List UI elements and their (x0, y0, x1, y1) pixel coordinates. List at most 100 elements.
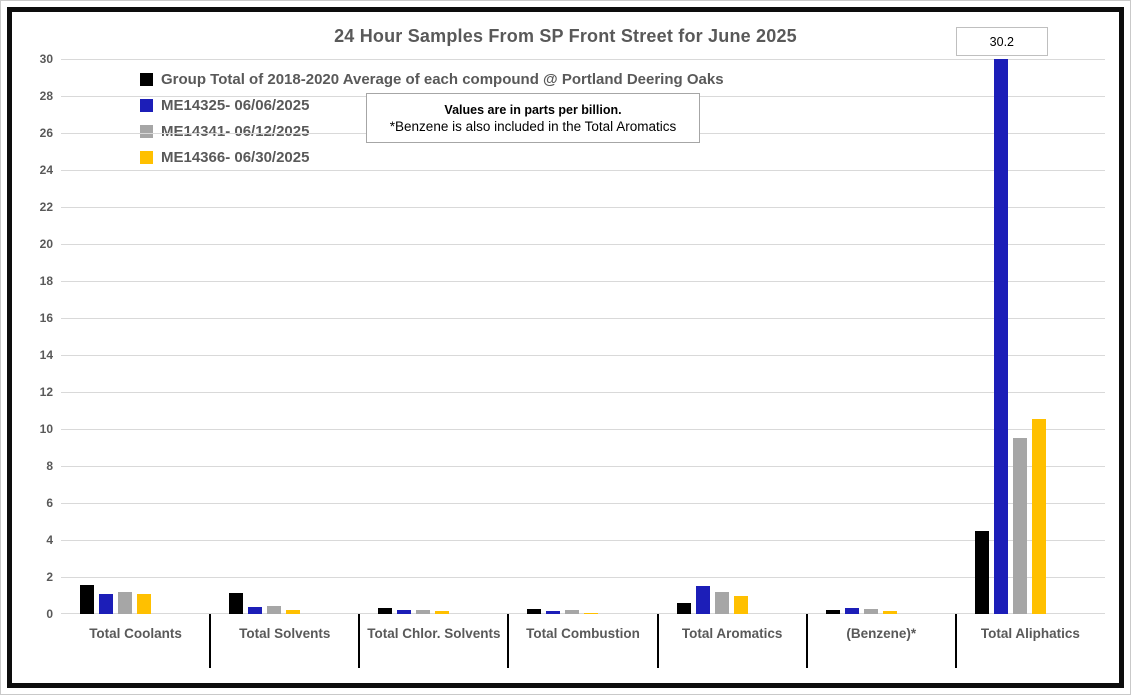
bar-sample3 (435, 611, 450, 614)
legend-label: ME14366- 06/30/2025 (161, 148, 310, 166)
y-axis-tick-label: 26 (39, 126, 53, 140)
category-cell: Total Combustion (508, 59, 659, 668)
category-tick-mark (954, 614, 957, 668)
y-axis-tick-label: 6 (46, 496, 53, 510)
bar-sample2 (267, 605, 282, 614)
chart-title: 24 Hour Samples From SP Front Street for… (334, 26, 797, 46)
bar-sample1 (993, 59, 1008, 614)
y-axis-tick-label: 0 (46, 607, 53, 621)
category-label: Total Chlor. Solvents (367, 626, 501, 641)
category-cell: Total Chlor. Solvents (359, 59, 510, 668)
gridline (61, 281, 1105, 282)
legend-item: ME14366- 06/30/2025 (140, 148, 724, 166)
y-axis-tick-label: 24 (39, 163, 53, 177)
bar-sample1 (695, 586, 710, 614)
bar-avg (80, 585, 94, 614)
legend-item: Group Total of 2018-2020 Average of each… (140, 70, 724, 88)
bar-sample3 (137, 593, 151, 614)
y-axis-tick-label: 28 (39, 89, 53, 103)
y-axis-tick-label: 2 (46, 570, 53, 584)
gridline (61, 392, 1105, 393)
bar-group (80, 59, 151, 614)
gridline (61, 503, 1105, 504)
bar-sample1 (99, 593, 113, 614)
y-axis-tick-label: 4 (46, 533, 53, 547)
category-label: (Benzene)* (846, 626, 917, 641)
bar-sample3 (1031, 418, 1046, 614)
gridline (61, 318, 1105, 319)
gridline (61, 170, 1105, 171)
chart-legend: Group Total of 2018-2020 Average of each… (140, 70, 724, 174)
chart-frame: 24 Hour Samples From SP Front Street for… (7, 7, 1124, 688)
bar-sample2 (714, 591, 729, 614)
gridline (61, 244, 1105, 245)
bar-sample2 (416, 610, 431, 614)
category-tick-mark (358, 614, 361, 668)
y-axis-tick-label: 8 (46, 459, 53, 473)
bar-sample2 (1012, 438, 1027, 614)
bar-group (974, 59, 1046, 614)
bar-group (527, 59, 599, 614)
legend-label: ME14341- 06/12/2025 (161, 122, 310, 140)
category-cell: Total Solvents (210, 59, 361, 668)
category-label: Total Combustion (526, 626, 640, 641)
bar-group (229, 59, 301, 614)
bar-avg (825, 610, 840, 614)
gridline (61, 429, 1105, 430)
bar-sample2 (565, 610, 580, 614)
y-axis-tick-label: 30 (39, 52, 53, 66)
category-label: Total Aliphatics (980, 626, 1080, 641)
category-cell: Total Aliphatics 30.2 (955, 27, 1105, 641)
note-line-units: Values are in parts per billion. (444, 102, 622, 117)
note-box: Values are in parts per billion. *Benzen… (366, 93, 700, 143)
legend-item: ME14325- 06/06/2025 (140, 96, 724, 114)
category-label: Total Solvents (239, 626, 331, 641)
bar-sample3 (584, 612, 599, 614)
bar-avg (378, 607, 393, 614)
data-label-box: 30.2 (955, 27, 1048, 56)
bar-avg (229, 592, 244, 614)
category-label: Total Coolants (89, 626, 182, 641)
bar-sample2 (118, 591, 132, 614)
legend-swatch (140, 150, 153, 164)
bar-avg (676, 602, 691, 614)
category-cell: (Benzene)* (807, 59, 957, 668)
bar-sample3 (882, 611, 897, 614)
bar-sample1 (844, 608, 859, 614)
category-tick-mark (507, 614, 510, 668)
bar-sample3 (733, 596, 748, 614)
category-tick-mark (656, 614, 659, 668)
note-line-benzene: *Benzene is also included in the Total A… (389, 118, 677, 134)
gridline (61, 355, 1105, 356)
category-label: Total Aromatics (681, 626, 783, 641)
legend-swatch (140, 98, 153, 112)
category-tick-mark (805, 614, 808, 668)
gridline (61, 207, 1105, 208)
legend-label: ME14325- 06/06/2025 (161, 96, 310, 114)
category-cells: Total Coolants Total Solvents Total Chlor.… (61, 27, 1105, 668)
gridline (61, 540, 1105, 541)
y-axis-tick-label: 10 (39, 422, 53, 436)
bar-sample1 (546, 611, 561, 614)
bar-group (825, 59, 897, 614)
y-axis-tick-label: 22 (39, 200, 53, 214)
gridline (61, 466, 1105, 467)
legend-swatch (140, 72, 153, 86)
bar-group (378, 59, 450, 614)
y-axis-labels: 0 2 4 6 8 10 12 14 16 18 20 22 24 26 28 30 (19, 52, 53, 621)
category-cell: Total Aromatics (658, 59, 808, 668)
gridline (61, 59, 1105, 60)
bar-avg (527, 609, 542, 614)
bar-avg (974, 530, 989, 614)
bar-sample3 (286, 610, 301, 614)
y-axis-tick-label: 16 (39, 311, 53, 325)
category-cell: Total Coolants (61, 59, 212, 668)
bar-group (676, 59, 748, 614)
y-axis-tick-label: 14 (39, 348, 53, 362)
bar-sample1 (397, 610, 412, 614)
y-axis-tick-label: 20 (39, 237, 53, 251)
gridline (61, 577, 1105, 578)
y-axis-tick-label: 18 (39, 274, 53, 288)
legend-swatch (140, 124, 153, 138)
